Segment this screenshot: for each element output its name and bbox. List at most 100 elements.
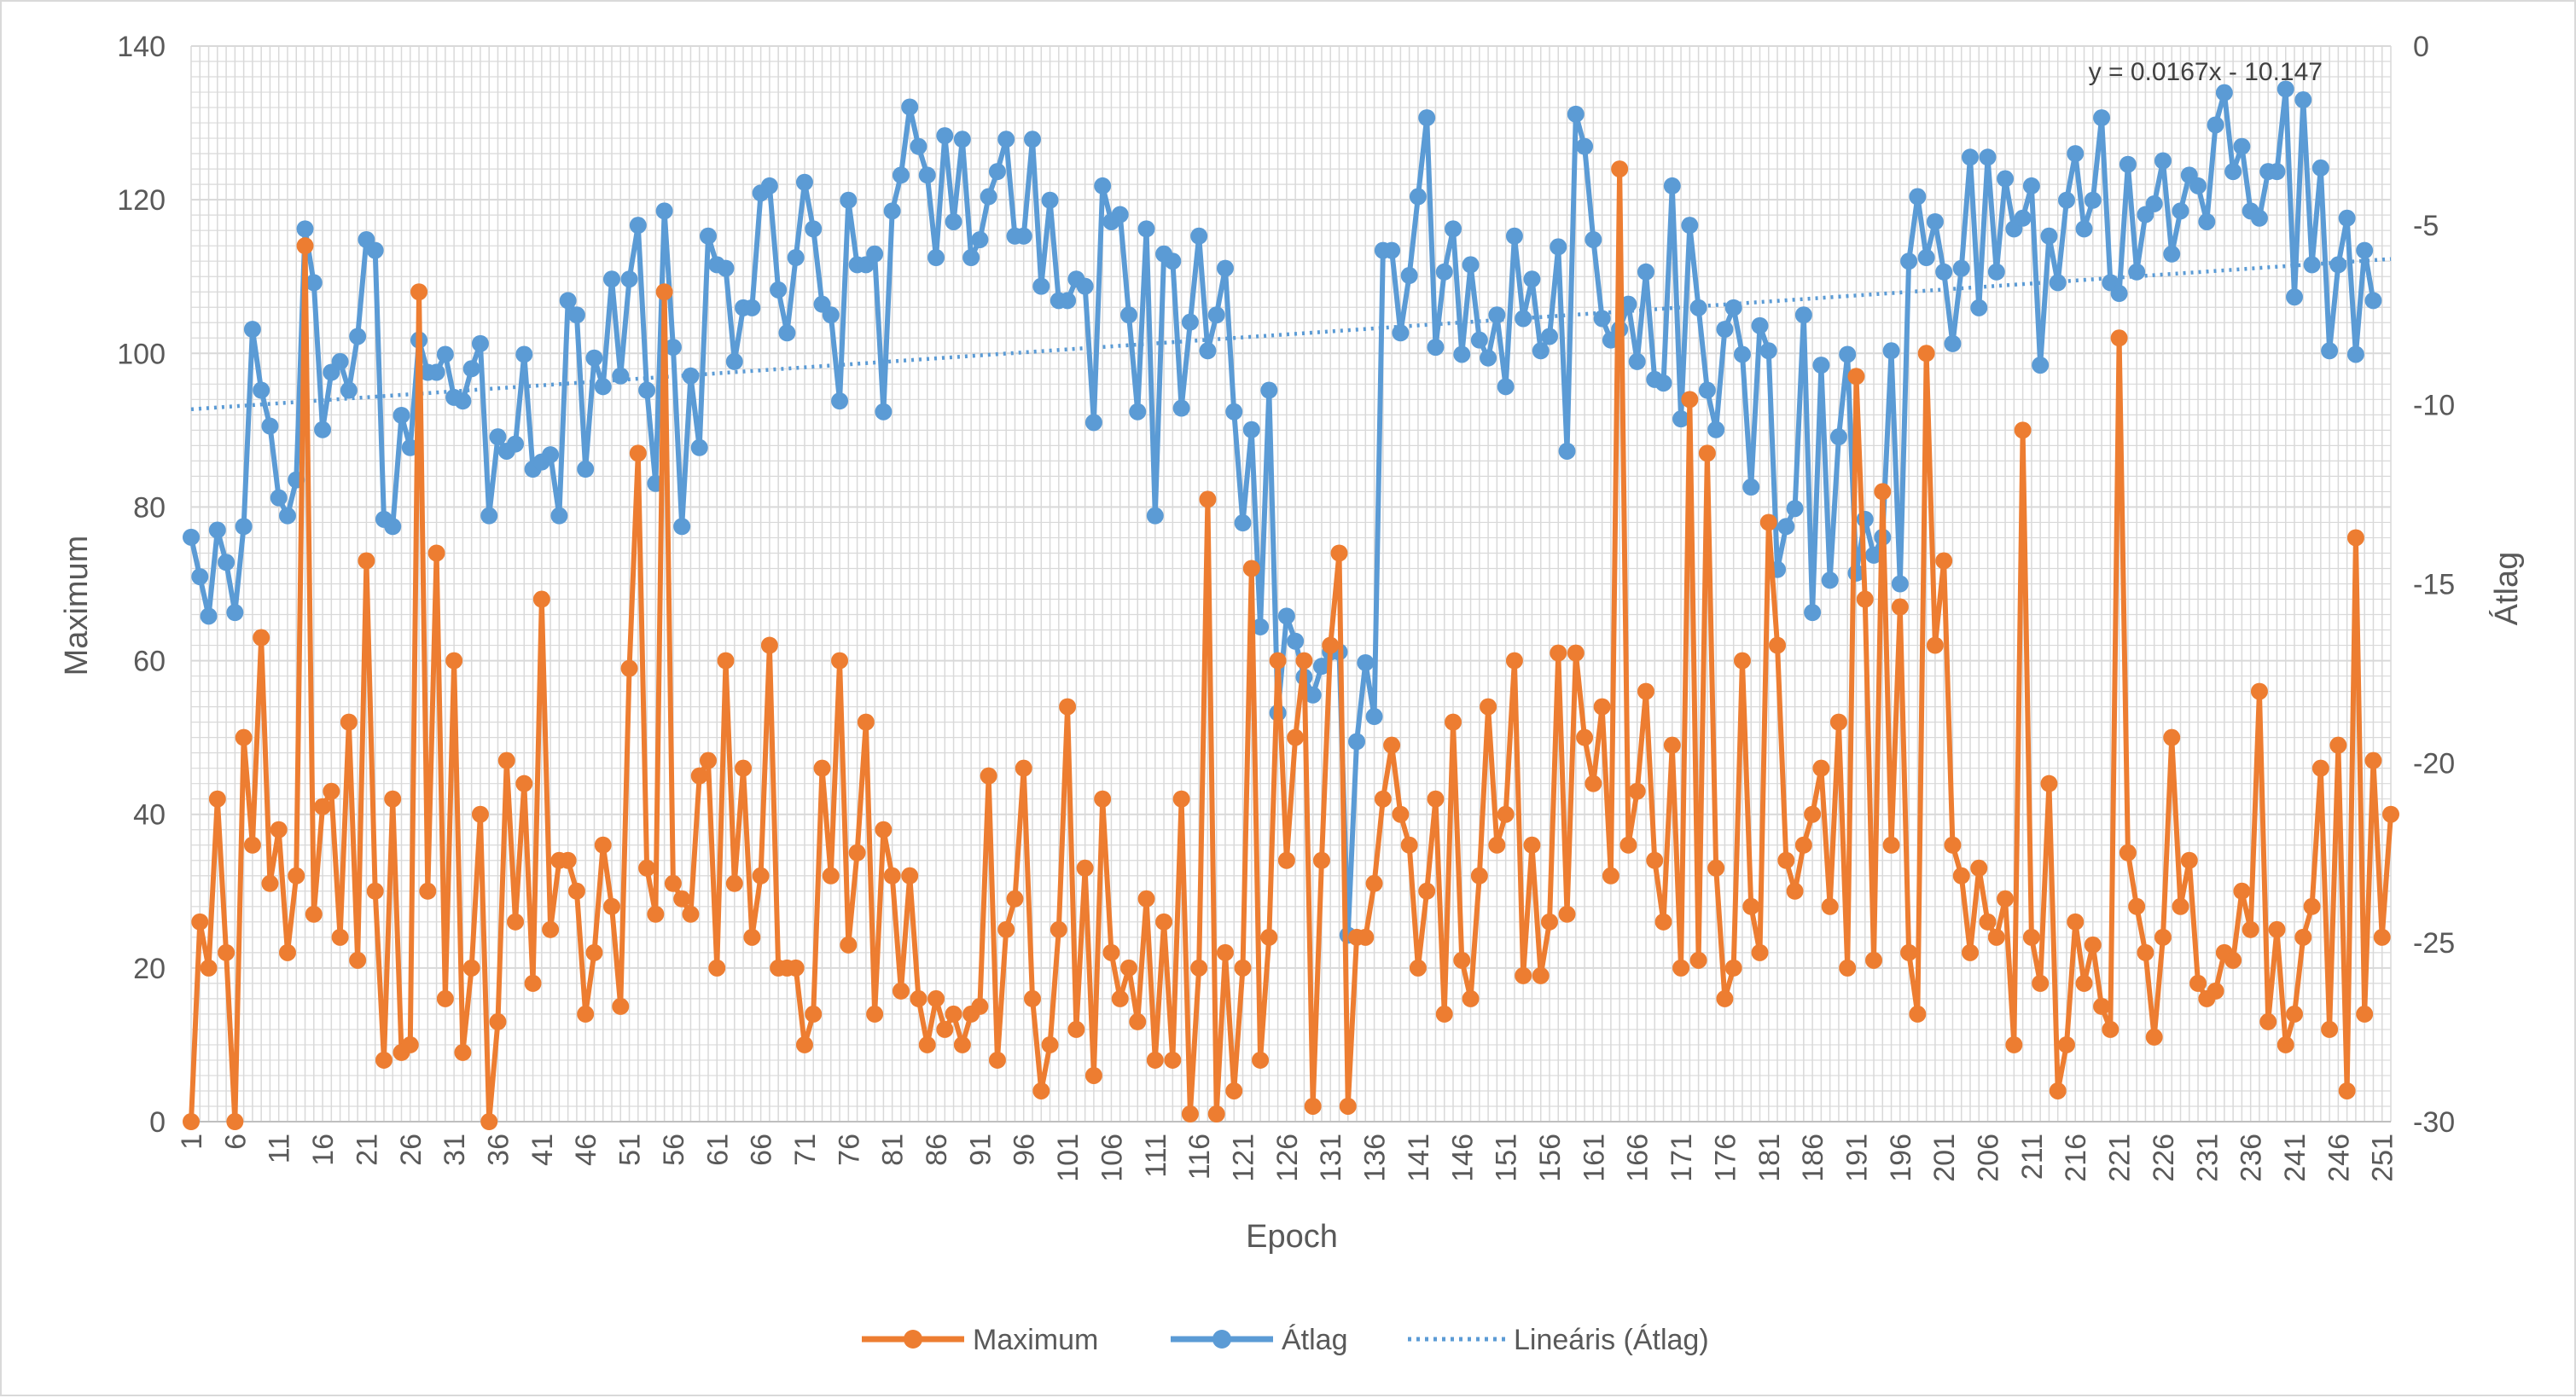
data-point-atlag bbox=[1672, 410, 1690, 428]
data-point-atlag bbox=[1532, 342, 1550, 360]
data-point-maximum bbox=[1812, 759, 1830, 777]
y-tick-label: 80 bbox=[133, 491, 166, 524]
data-point-atlag bbox=[1829, 428, 1847, 446]
data-point-maximum bbox=[1102, 943, 1120, 961]
data-point-maximum bbox=[760, 636, 778, 654]
data-point-maximum bbox=[261, 874, 279, 892]
data-point-atlag bbox=[2067, 145, 2085, 163]
data-point-atlag bbox=[515, 345, 533, 363]
data-point-maximum bbox=[410, 283, 428, 301]
data-point-maximum bbox=[2032, 974, 2050, 992]
data-point-maximum bbox=[1312, 851, 1330, 869]
data-point-atlag bbox=[1987, 263, 2005, 281]
data-point-atlag bbox=[2215, 84, 2233, 102]
data-point-atlag bbox=[2268, 163, 2286, 181]
data-point-maximum bbox=[1882, 836, 1900, 854]
x-tick-label: 56 bbox=[658, 1134, 690, 1166]
trendline-line bbox=[190, 257, 2392, 412]
data-point-maximum bbox=[1260, 928, 1278, 946]
data-point-maximum bbox=[1611, 160, 1629, 178]
data-point-maximum bbox=[323, 782, 340, 800]
data-point-atlag bbox=[2145, 194, 2163, 212]
data-point-atlag bbox=[2163, 245, 2181, 263]
x-tick-label: 126 bbox=[1271, 1134, 1304, 1182]
data-point-maximum bbox=[1733, 652, 1751, 670]
data-point-atlag bbox=[1812, 357, 1830, 374]
data-point-maximum bbox=[375, 1051, 393, 1069]
data-point-atlag bbox=[831, 392, 849, 410]
data-point-maximum bbox=[1470, 867, 1488, 885]
data-point-atlag bbox=[2049, 274, 2067, 292]
data-point-maximum bbox=[515, 774, 533, 792]
data-point-maximum bbox=[1681, 391, 1699, 409]
data-point-maximum bbox=[1462, 989, 1480, 1007]
data-point-atlag bbox=[567, 306, 585, 324]
data-point-maximum bbox=[218, 943, 236, 961]
data-point-atlag bbox=[1304, 686, 1322, 704]
data-point-maximum bbox=[2154, 928, 2172, 946]
x-tick-label: 246 bbox=[2323, 1134, 2355, 1182]
data-point-maximum bbox=[1865, 951, 1883, 969]
data-point-atlag bbox=[427, 363, 445, 381]
data-point-atlag bbox=[1418, 109, 1436, 127]
data-point-maximum bbox=[1900, 943, 1918, 961]
data-point-atlag bbox=[1392, 324, 1410, 342]
legend-label-trendline: Lineáris (Átlag) bbox=[1514, 1324, 1709, 1356]
data-point-maximum bbox=[1532, 966, 1550, 984]
data-point-maximum bbox=[2207, 982, 2224, 1000]
y-axis-title: Maximum bbox=[59, 536, 95, 676]
data-point-maximum bbox=[1987, 928, 2005, 946]
data-point-maximum bbox=[673, 890, 691, 908]
data-point-maximum bbox=[1970, 859, 1988, 877]
trendline bbox=[190, 257, 2392, 412]
data-point-atlag bbox=[892, 166, 910, 184]
data-point-maximum bbox=[243, 836, 261, 854]
data-point-atlag bbox=[331, 352, 349, 370]
data-point-maximum bbox=[988, 1051, 1006, 1069]
data-point-maximum bbox=[1576, 728, 1594, 746]
data-point-atlag bbox=[1891, 575, 1909, 593]
data-point-maximum bbox=[883, 867, 901, 885]
data-point-maximum bbox=[840, 936, 858, 954]
data-point-maximum bbox=[1497, 805, 1515, 823]
y2-tick-label: -30 bbox=[2413, 1106, 2455, 1139]
data-point-maximum bbox=[953, 1035, 971, 1053]
data-point-maximum bbox=[2338, 1082, 2356, 1099]
data-point-atlag bbox=[1076, 277, 1094, 295]
data-point-atlag bbox=[1409, 188, 1427, 206]
data-point-atlag bbox=[577, 460, 595, 478]
data-point-atlag bbox=[743, 299, 761, 316]
data-point-atlag bbox=[559, 292, 577, 310]
data-point-atlag bbox=[2346, 345, 2364, 363]
data-point-maximum bbox=[2102, 1020, 2120, 1038]
data-point-maximum bbox=[2075, 974, 2093, 992]
data-point-atlag bbox=[1015, 227, 1032, 245]
data-point-maximum bbox=[910, 989, 927, 1007]
data-point-maximum bbox=[2005, 1035, 2023, 1053]
series-line-maximum bbox=[189, 166, 2393, 1124]
data-point-maximum bbox=[2014, 421, 2032, 439]
data-point-maximum bbox=[462, 959, 480, 977]
data-point-atlag bbox=[1252, 618, 1270, 635]
data-point-atlag bbox=[770, 281, 788, 299]
data-point-atlag bbox=[471, 334, 489, 352]
data-point-maximum bbox=[1277, 851, 1295, 869]
data-point-atlag bbox=[208, 521, 226, 539]
x-tick-label: 146 bbox=[1446, 1134, 1479, 1182]
data-point-atlag bbox=[2084, 191, 2102, 209]
data-point-maximum bbox=[1024, 989, 1042, 1007]
data-point-maximum bbox=[253, 629, 270, 647]
data-point-maximum bbox=[226, 1113, 244, 1130]
data-point-maximum bbox=[2137, 943, 2154, 961]
data-point-atlag bbox=[305, 274, 323, 292]
legend-label-atlag: Átlag bbox=[1282, 1324, 1348, 1356]
data-point-atlag bbox=[2207, 116, 2224, 134]
data-point-maximum bbox=[1646, 851, 1664, 869]
data-point-atlag bbox=[901, 98, 919, 116]
data-point-atlag bbox=[1260, 381, 1278, 399]
data-point-maximum bbox=[971, 997, 989, 1015]
data-point-atlag bbox=[2057, 191, 2075, 209]
data-point-atlag bbox=[2032, 357, 2050, 374]
data-point-maximum bbox=[1216, 943, 1234, 961]
